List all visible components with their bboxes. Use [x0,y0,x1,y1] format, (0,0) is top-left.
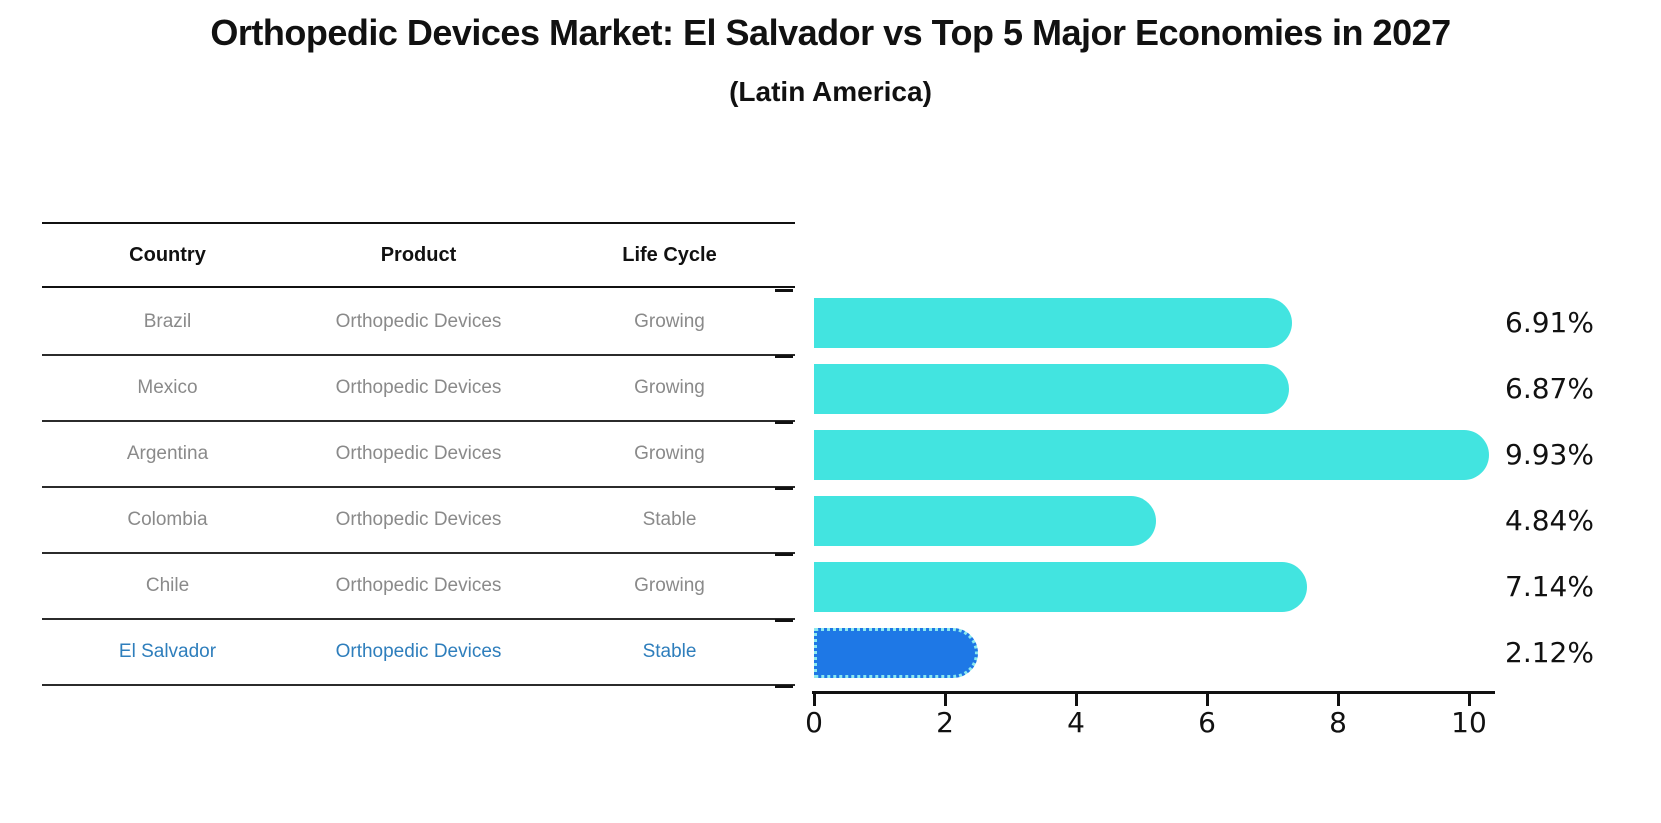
y-tick-mark [775,421,793,424]
x-tick-mark [1205,694,1209,706]
bar-chile [814,562,1307,612]
x-tick-label: 0 [805,706,823,739]
value-label-mexico: 6.87% [1505,372,1594,405]
cell-country: El Salvador [118,641,217,662]
x-tick-label: 8 [1329,706,1347,739]
table-body: Brazil Orthopedic Devices Growing Mexico… [42,290,795,686]
x-tick-label: 4 [1067,706,1085,739]
bar-plot-area [814,290,1490,686]
column-header-product: Product [380,243,457,266]
table-row-el-salvador: El Salvador Orthopedic Devices Stable [42,620,795,686]
table-row-mexico: Mexico Orthopedic Devices Growing [42,356,795,422]
cell-product: Orthopedic Devices [335,311,502,332]
cell-life-cycle: Growing [634,377,705,398]
value-label-el-salvador: 2.12% [1505,636,1594,669]
value-labels: 6.91% 6.87% 9.93% 4.84% 7.14% 2.12% [1505,290,1594,686]
cell-life-cycle: Growing [634,443,705,464]
table-row-argentina: Argentina Orthopedic Devices Growing [42,422,795,488]
y-tick-mark [775,553,793,556]
x-tick-mark [1336,694,1340,706]
y-tick-mark [775,619,793,622]
cell-product: Orthopedic Devices [335,377,502,398]
bar-argentina [814,430,1490,480]
bar-brazil [814,298,1292,348]
column-header-country: Country [129,243,206,266]
x-tick-label: 6 [1198,706,1216,739]
bar-mexico [814,364,1289,414]
x-tick-mark [1074,694,1078,706]
cell-life-cycle: Growing [634,311,705,332]
table-header: Country Product Life Cycle [42,222,795,288]
x-tick-mark [943,694,947,706]
x-tick-mark [812,694,816,706]
bar-el-salvador-highlighted [814,628,978,678]
cell-country: Chile [145,575,190,596]
value-label-argentina: 9.93% [1505,438,1594,471]
cell-country: Brazil [143,311,192,332]
value-label-chile: 7.14% [1505,570,1594,603]
column-header-life-cycle: Life Cycle [622,243,717,266]
y-tick-mark [775,487,793,490]
cell-country: Mexico [137,377,198,398]
table-row-colombia: Colombia Orthopedic Devices Stable [42,488,795,554]
cell-product: Orthopedic Devices [335,509,502,530]
cell-life-cycle: Growing [634,575,705,596]
cell-country: Argentina [126,443,209,464]
table-row-brazil: Brazil Orthopedic Devices Growing [42,290,795,356]
chart-title: Orthopedic Devices Market: El Salvador v… [210,12,1451,53]
cell-product: Orthopedic Devices [335,443,502,464]
y-tick-mark [775,355,793,358]
x-axis-spine [812,691,1495,694]
x-tick-label: 2 [936,706,954,739]
y-tick-mark [775,685,793,688]
table-row-chile: Chile Orthopedic Devices Growing [42,554,795,620]
cell-country: Colombia [127,509,208,530]
bar-colombia [814,496,1157,546]
cell-product: Orthopedic Devices [335,575,502,596]
cell-life-cycle: Stable [642,641,697,662]
cell-product: Orthopedic Devices [335,641,502,662]
y-tick-mark [775,289,793,292]
cell-life-cycle: Stable [642,509,697,530]
chart-subtitle: (Latin America) [729,76,932,107]
value-label-colombia: 4.84% [1505,504,1594,537]
x-tick-label: 10 [1451,706,1487,739]
x-tick-mark [1467,694,1471,706]
value-label-brazil: 6.91% [1505,306,1594,339]
